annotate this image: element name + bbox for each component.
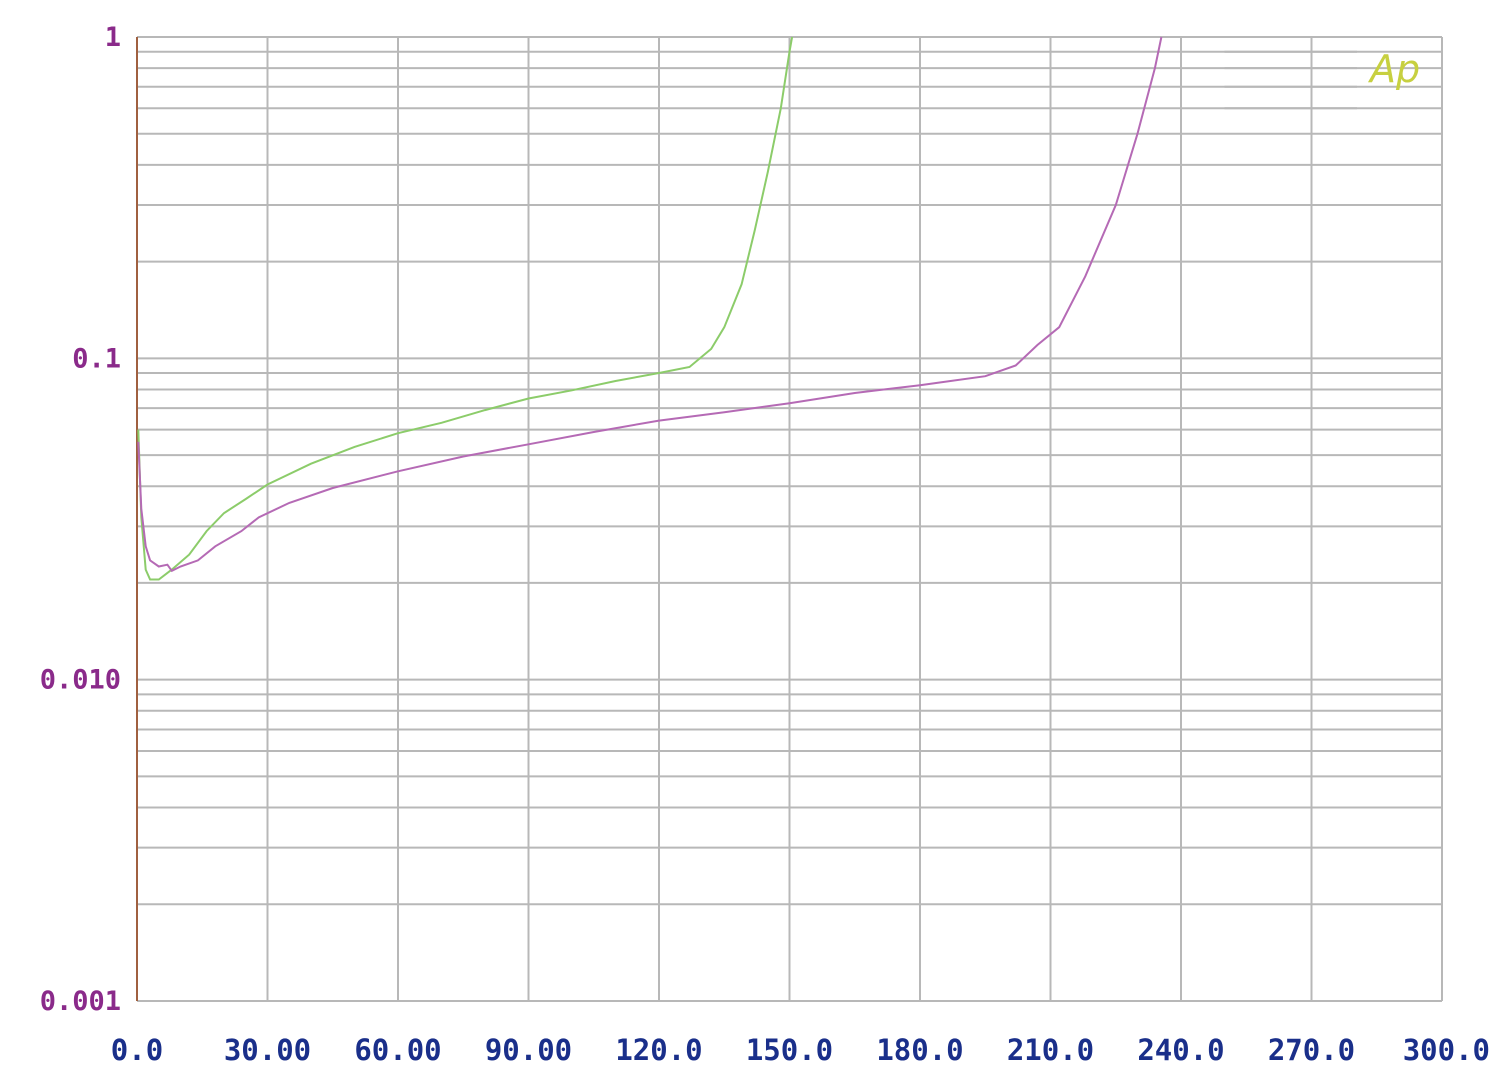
x-tick-label: 120.0 — [615, 1033, 702, 1067]
x-tick-label: 30.00 — [224, 1033, 311, 1067]
x-tick-labels: 0.0 30.00 60.00 90.00 120.0 150.0 180.0 210.0 24… — [111, 1033, 1490, 1067]
y-tick-labels: 1 0.1 0.010 0.001 — [40, 22, 121, 1017]
x-tick-label: 90.00 — [485, 1033, 572, 1067]
x-tick-label: 150.0 — [746, 1033, 833, 1067]
x-tick-label: 210.0 — [1007, 1033, 1094, 1067]
x-tick-label: 240.0 — [1137, 1033, 1224, 1067]
ap-logo: Ap — [1367, 47, 1420, 91]
series-line-1 — [137, 36, 794, 581]
chart-series-group — [137, 36, 1163, 581]
y-tick-label: 0.1 — [72, 343, 121, 374]
y-tick-label: 0.001 — [40, 986, 121, 1017]
x-tick-label: 0.0 — [111, 1033, 163, 1067]
y-tick-label: 0.010 — [40, 665, 121, 696]
x-tick-label: 180.0 — [876, 1033, 963, 1067]
y-tick-label: 1 — [105, 22, 121, 53]
x-tick-label: 270.0 — [1268, 1033, 1355, 1067]
chart-grid — [136, 36, 1443, 1002]
x-tick-label: 60.00 — [354, 1033, 441, 1067]
series-line-2 — [137, 36, 1163, 573]
x-tick-label: 300.0 — [1403, 1033, 1490, 1067]
